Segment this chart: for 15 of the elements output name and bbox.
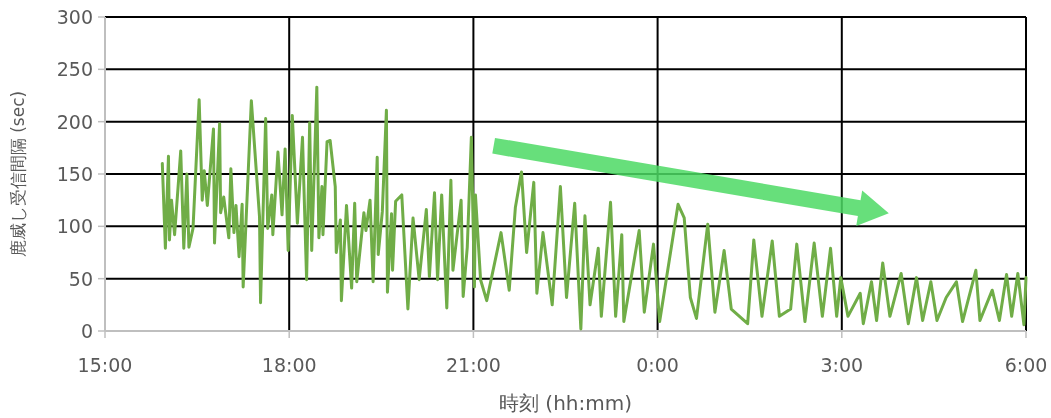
x-tick-label: 0:00 bbox=[636, 354, 679, 376]
x-tick-label: 15:00 bbox=[77, 354, 133, 376]
x-tick-label: 6:00 bbox=[1004, 354, 1048, 376]
y-tick-label: 150 bbox=[56, 163, 93, 185]
y-tick-label: 0 bbox=[80, 320, 93, 342]
y-tick-label: 250 bbox=[56, 58, 93, 81]
y-tick-label: 50 bbox=[68, 267, 93, 290]
y-tick-label: 300 bbox=[56, 6, 93, 28]
y-tick-label: 100 bbox=[56, 215, 93, 238]
x-tick-label: 21:00 bbox=[446, 354, 501, 376]
x-axis-title: 時刻 (hh:mm) bbox=[498, 391, 633, 415]
x-tick-label: 3:00 bbox=[820, 354, 864, 376]
y-axis-title: 鹿威し受信間隔 (sec) bbox=[8, 90, 28, 258]
y-tick-label: 200 bbox=[56, 110, 93, 133]
x-tick-label: 18:00 bbox=[261, 354, 317, 376]
